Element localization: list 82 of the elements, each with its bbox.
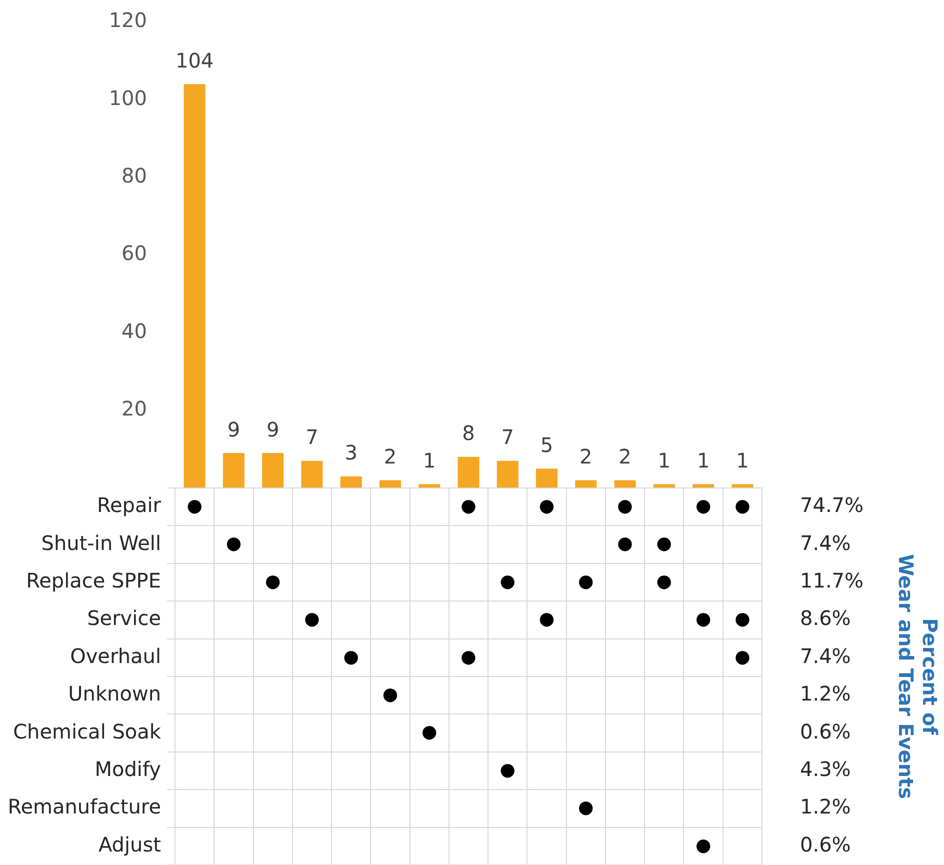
- y-tick-label: Unknown: [68, 682, 161, 706]
- text: ●: [538, 608, 555, 630]
- text: ●: [656, 570, 672, 592]
- text: ●: [186, 496, 202, 517]
- data-label: 8: [462, 421, 475, 446]
- y-tick-label: 40: [122, 318, 147, 343]
- bar: [262, 453, 284, 488]
- data-label: 9: [266, 417, 280, 442]
- text: ●: [578, 570, 594, 592]
- bar: [732, 484, 754, 488]
- y-tick-label: Adjust: [98, 832, 162, 856]
- data-label: 9: [227, 417, 240, 442]
- text: ●: [304, 608, 320, 630]
- bar: [418, 484, 440, 488]
- y2-tick-label: 7.4%: [800, 530, 851, 555]
- y2-tick-label: 11.7%: [800, 568, 864, 592]
- bar: [340, 476, 362, 488]
- y-tick-label: Shut-in Well: [41, 530, 161, 555]
- bar: [222, 453, 244, 488]
- bar: [184, 84, 206, 488]
- y2-tick-label: 1.2%: [800, 682, 851, 706]
- bar: [301, 460, 323, 488]
- text: ●: [460, 496, 476, 517]
- y2-tick-label: 4.3%: [800, 756, 851, 781]
- bar: [575, 480, 597, 488]
- data-label: 2: [384, 444, 397, 468]
- bar: [614, 480, 636, 488]
- data-label: 5: [540, 432, 554, 457]
- text: ●: [578, 797, 594, 818]
- data-label: 1: [736, 448, 749, 472]
- data-label: 1: [423, 448, 436, 472]
- y-tick-label: Modify: [94, 756, 162, 781]
- data-label: 1: [696, 448, 710, 472]
- text: ●: [695, 608, 712, 630]
- text: ●: [500, 570, 516, 592]
- text: ●: [538, 496, 555, 517]
- y-tick-label: Repair: [96, 493, 162, 518]
- y-tick-label: 20: [122, 396, 147, 421]
- text: ●: [422, 722, 438, 743]
- bar: [458, 456, 480, 488]
- y2-tick-label: 74.7%: [800, 493, 864, 518]
- y-tick-label: 100: [108, 86, 147, 110]
- y-tick-label: Replace SPPE: [26, 568, 161, 592]
- data-label: 7: [501, 425, 514, 450]
- bar: [653, 484, 675, 488]
- text: ●: [226, 533, 242, 554]
- y2-tick-label: 8.6%: [800, 606, 851, 630]
- text: ●: [617, 533, 633, 554]
- y-tick-label: Remanufacture: [8, 794, 161, 819]
- text: ●: [734, 608, 750, 630]
- text: ●: [460, 646, 476, 668]
- text: ●: [656, 533, 672, 554]
- y2-axis-title: Percent of Wear and Tear Events: [894, 554, 942, 800]
- text: ●: [695, 834, 712, 856]
- y2-tick-label: 0.6%: [800, 719, 851, 744]
- bar: [692, 484, 714, 488]
- data-label: 3: [344, 440, 358, 465]
- text: ●: [382, 684, 398, 706]
- data-label: 1: [658, 448, 671, 472]
- y-tick-label: Chemical Soak: [13, 719, 162, 744]
- text: ●: [695, 496, 712, 517]
- text: ●: [734, 646, 750, 668]
- y2-tick-label: 1.2%: [800, 794, 851, 819]
- y2-tick-label: 7.4%: [800, 644, 851, 668]
- bar: [379, 480, 401, 488]
- y-tick-label: Overhaul: [70, 644, 161, 668]
- y-tick-label: 80: [122, 164, 147, 188]
- text: ●: [343, 646, 359, 668]
- y-tick-label: 120: [108, 8, 147, 32]
- y-tick-label: 60: [122, 241, 147, 266]
- text: ●: [500, 759, 516, 780]
- data-label: 104: [175, 48, 214, 72]
- bar: [536, 468, 558, 488]
- data-label: 2: [580, 444, 592, 468]
- data-label: 7: [306, 425, 318, 450]
- bar: [496, 460, 518, 488]
- y-tick-label: Service: [87, 606, 161, 630]
- text: ●: [617, 496, 633, 517]
- y2-tick-label: 0.6%: [800, 832, 851, 856]
- text: ●: [734, 496, 750, 517]
- data-label: 2: [618, 444, 632, 468]
- text: ●: [264, 570, 281, 592]
